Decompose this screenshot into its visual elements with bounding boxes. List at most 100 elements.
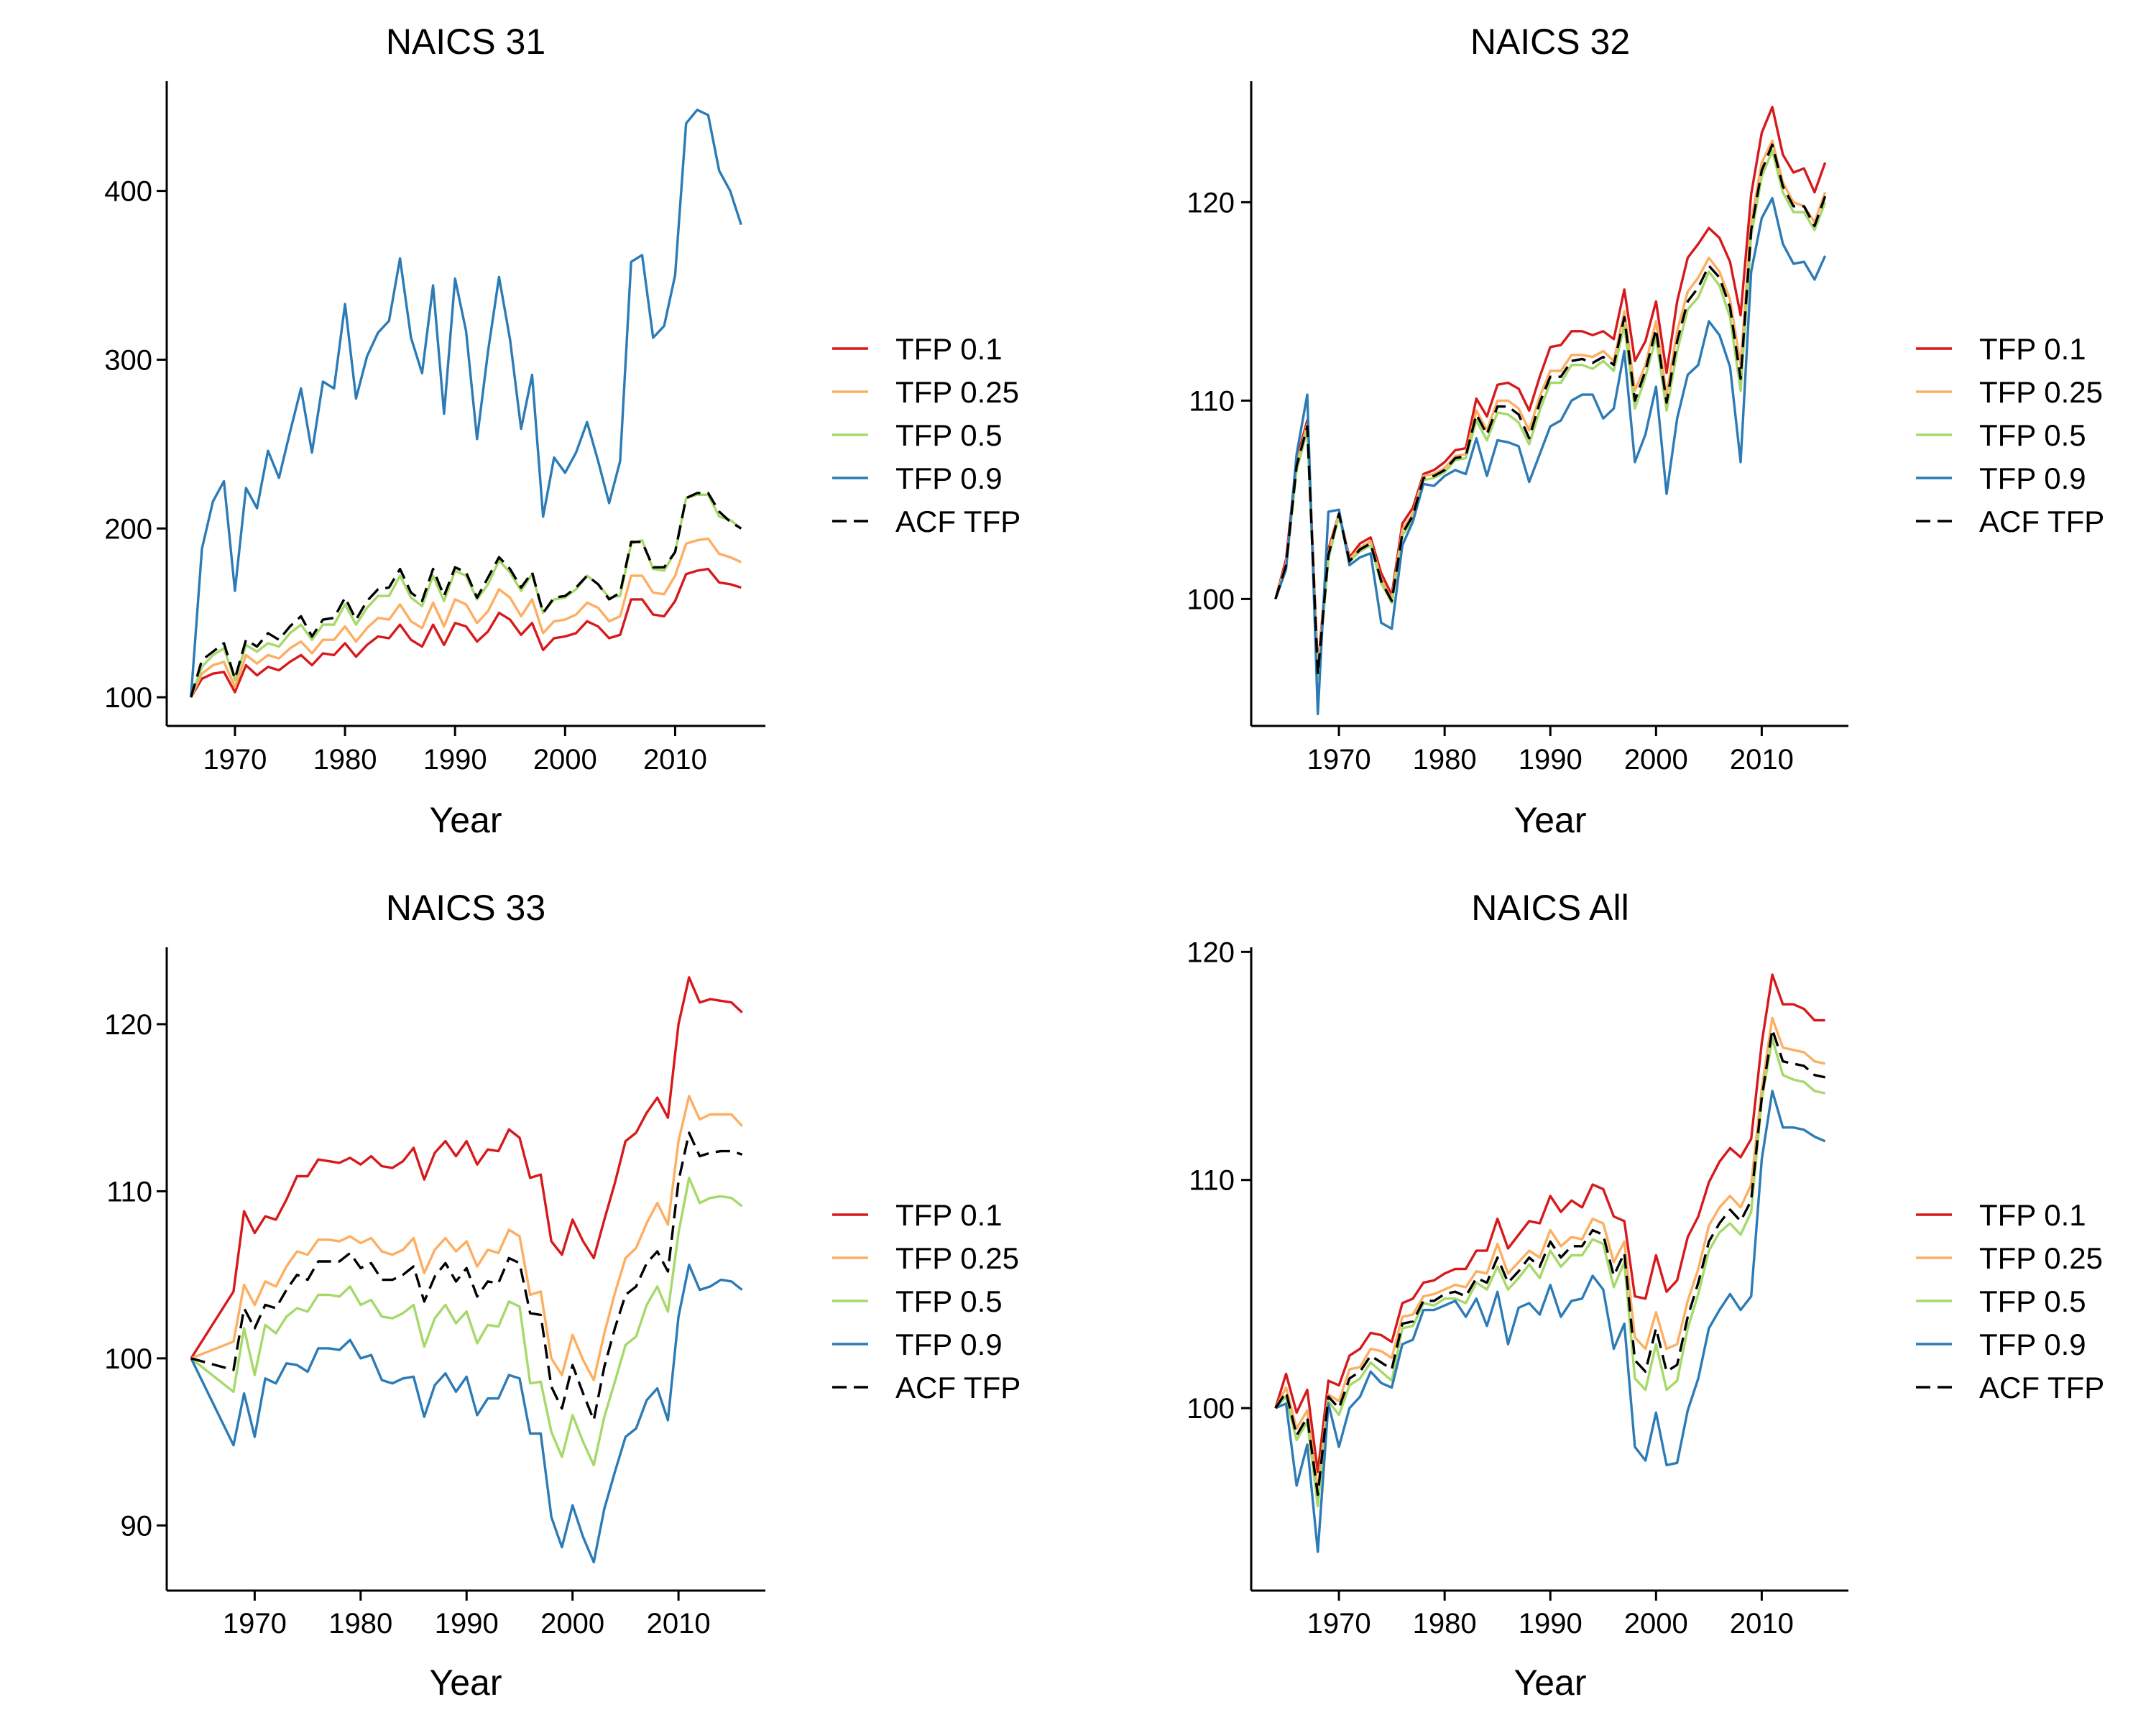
panel-naics-all: NAICS All 100 110 120 1970 1980 1990 2000 2010 Ye… [1187, 888, 2104, 1703]
panel-naics-31: NAICS 31 100 200 300 400 1970 1980 1990 2000 2010… [104, 22, 1021, 840]
legend-label: TFP 0.5 [1979, 418, 2086, 452]
x-axis-title: Year [1514, 800, 1586, 840]
legend-entry: TFP 0.25 [832, 1241, 1019, 1275]
x-tick-label: 2010 [647, 1608, 711, 1639]
legend: TFP 0.1 TFP 0.25 TFP 0.5 TFP 0.9 ACF TFP [832, 1198, 1021, 1404]
legend-entry: TFP 0.5 [1916, 418, 2086, 452]
x-axis-title: Year [429, 800, 502, 840]
series-line-tfp-0-1 [1274, 106, 1827, 670]
legend-label: TFP 0.25 [1979, 1241, 2103, 1275]
y-tick-label: 100 [1187, 584, 1235, 615]
panel-naics-33: NAICS 33 90 100 110 120 1970 1980 1990 2000 2010 Y… [104, 888, 1021, 1703]
x-tick-label: 1990 [1519, 1608, 1583, 1639]
legend-label: TFP 0.1 [895, 1198, 1003, 1232]
x-tick-label: 1970 [1307, 1608, 1371, 1639]
legend-entry: ACF TFP [1916, 1371, 2104, 1404]
chart-title: NAICS 33 [386, 888, 545, 928]
y-tick-label: 100 [1187, 1393, 1235, 1425]
x-tick-label: 1970 [203, 744, 267, 776]
series-line-tfp-0-5 [1274, 1037, 1825, 1508]
series-line-acf-tfp [1274, 1028, 1825, 1496]
series-line-tfp-0-5 [190, 493, 742, 698]
y-tick-label: 120 [104, 1009, 152, 1041]
legend-label: TFP 0.9 [895, 1328, 1003, 1361]
y-tick-label: 90 [121, 1510, 153, 1542]
series-line-tfp-0-1 [190, 567, 742, 698]
series-line-acf-tfp [190, 1131, 743, 1422]
legend-entry: TFP 0.25 [1916, 1241, 2103, 1275]
x-tick-label: 1990 [1519, 744, 1583, 776]
y-tick-label: 100 [104, 682, 152, 714]
x-axis-title: Year [429, 1662, 502, 1703]
series-line-tfp-0-1 [1274, 973, 1825, 1473]
chart-title: NAICS 31 [386, 22, 545, 62]
series-line-tfp-0-9 [190, 109, 742, 698]
y-tick-label: 110 [1189, 385, 1235, 417]
legend-label: TFP 0.25 [895, 1241, 1019, 1275]
x-tick-label: 1970 [223, 1608, 287, 1639]
legend: TFP 0.1 TFP 0.25 TFP 0.5 TFP 0.9 ACF TFP [832, 332, 1021, 538]
x-tick-label: 2010 [1730, 744, 1794, 776]
x-tick-label: 1990 [423, 744, 487, 776]
legend-label: TFP 0.9 [895, 461, 1003, 495]
series-line-tfp-0-9 [190, 1263, 743, 1564]
y-tick-label: 110 [106, 1176, 152, 1208]
y-tick-label: 200 [104, 513, 152, 545]
x-axis-title: Year [1514, 1662, 1586, 1703]
x-tick-label: 2000 [540, 1608, 604, 1639]
y-tick-label: 120 [1187, 937, 1235, 968]
legend-label: TFP 0.5 [1979, 1284, 2086, 1318]
x-tick-label: 2000 [1624, 744, 1688, 776]
y-tick-label: 110 [1189, 1165, 1235, 1197]
series-line-tfp-0-5 [1274, 149, 1827, 680]
legend-entry: TFP 0.9 [1916, 1328, 2086, 1361]
y-tick-label: 300 [104, 344, 152, 376]
x-tick-label: 2000 [533, 744, 597, 776]
legend-entry: TFP 0.1 [832, 332, 1003, 366]
legend-entry: TFP 0.5 [832, 1284, 1003, 1318]
x-tick-label: 1990 [435, 1608, 499, 1639]
series-line-tfp-0-25 [190, 537, 742, 698]
x-tick-label: 1970 [1307, 744, 1371, 776]
legend-label: TFP 0.1 [1979, 332, 2086, 366]
x-tick-label: 1980 [1413, 1608, 1477, 1639]
y-tick-label: 100 [104, 1343, 152, 1375]
series-line-acf-tfp [1274, 143, 1827, 676]
legend-entry: ACF TFP [1916, 505, 2104, 538]
chart-title: NAICS All [1471, 888, 1629, 928]
legend: TFP 0.1 TFP 0.25 TFP 0.5 TFP 0.9 ACF TFP [1916, 332, 2104, 538]
x-tick-label: 1980 [313, 744, 377, 776]
legend-entry: TFP 0.25 [832, 375, 1019, 409]
legend-entry: TFP 0.1 [832, 1198, 1003, 1232]
panel-naics-32: NAICS 32 100 110 120 1970 1980 1990 2000 2010 Yea… [1187, 22, 2104, 840]
series-line-tfp-0-5 [190, 1177, 743, 1467]
x-tick-label: 2010 [643, 744, 707, 776]
legend-label: TFP 0.25 [1979, 375, 2103, 409]
y-tick-label: 120 [1187, 187, 1235, 218]
legend-entry: TFP 0.1 [1916, 1198, 2086, 1232]
legend-label: ACF TFP [1979, 1371, 2104, 1404]
chart-title: NAICS 32 [1470, 22, 1630, 62]
legend-label: TFP 0.25 [895, 375, 1019, 409]
legend-label: ACF TFP [895, 1371, 1021, 1404]
legend-entry: TFP 0.25 [1916, 375, 2103, 409]
legend: TFP 0.1 TFP 0.25 TFP 0.5 TFP 0.9 ACF TFP [1916, 1198, 2104, 1404]
series-line-acf-tfp [190, 492, 742, 698]
legend-label: TFP 0.9 [1979, 461, 2086, 495]
legend-entry: TFP 0.5 [1916, 1284, 2086, 1318]
legend-label: ACF TFP [895, 505, 1021, 538]
legend-label: TFP 0.9 [1979, 1328, 2086, 1361]
legend-entry: TFP 0.1 [1916, 332, 2086, 366]
series-line-tfp-0-25 [1274, 139, 1827, 674]
legend-entry: TFP 0.9 [832, 461, 1003, 495]
series-line-tfp-0-9 [1274, 197, 1827, 716]
x-tick-label: 1980 [328, 1608, 392, 1639]
series-line-tfp-0-25 [1274, 1016, 1825, 1492]
legend-label: ACF TFP [1979, 505, 2104, 538]
legend-label: TFP 0.1 [895, 332, 1003, 366]
legend-entry: TFP 0.9 [832, 1328, 1003, 1361]
series-line-tfp-0-25 [190, 1095, 743, 1381]
x-tick-label: 2010 [1730, 1608, 1794, 1639]
legend-entry: TFP 0.9 [1916, 461, 2086, 495]
